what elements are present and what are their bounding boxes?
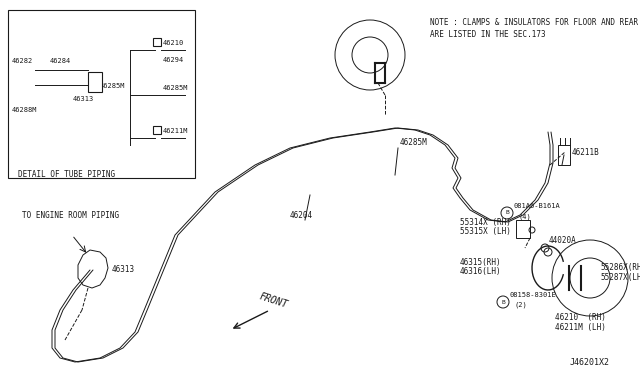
Text: 46210: 46210 xyxy=(163,40,184,46)
Text: 44020A: 44020A xyxy=(549,236,577,245)
Text: 08158-8301E: 08158-8301E xyxy=(510,292,557,298)
Text: 46211B: 46211B xyxy=(572,148,600,157)
Text: 46285M: 46285M xyxy=(400,138,428,147)
Text: ARE LISTED IN THE SEC.173: ARE LISTED IN THE SEC.173 xyxy=(430,30,546,39)
Bar xyxy=(153,126,161,134)
Text: 46288M: 46288M xyxy=(12,107,38,113)
Bar xyxy=(88,72,102,92)
Text: (4): (4) xyxy=(518,213,531,219)
Text: 55315X (LH): 55315X (LH) xyxy=(460,227,511,236)
Text: 081A6-B161A: 081A6-B161A xyxy=(514,203,561,209)
Bar xyxy=(153,38,161,46)
Text: J46201X2: J46201X2 xyxy=(570,358,610,367)
Text: 55314X (RH): 55314X (RH) xyxy=(460,218,511,227)
Text: 55287X(LH): 55287X(LH) xyxy=(600,273,640,282)
Text: NOTE : CLAMPS & INSULATORS FOR FLOOR AND REAR: NOTE : CLAMPS & INSULATORS FOR FLOOR AND… xyxy=(430,18,638,27)
Text: DETAIL OF TUBE PIPING: DETAIL OF TUBE PIPING xyxy=(18,170,115,179)
Text: 46285M: 46285M xyxy=(163,85,189,91)
Text: TO ENGINE ROOM PIPING: TO ENGINE ROOM PIPING xyxy=(22,211,119,220)
Text: 46316(LH): 46316(LH) xyxy=(460,267,502,276)
Text: 46315(RH): 46315(RH) xyxy=(460,258,502,267)
Text: 46282: 46282 xyxy=(12,58,33,64)
Bar xyxy=(8,10,195,178)
Text: 46211M: 46211M xyxy=(163,128,189,134)
Text: 46211M (LH): 46211M (LH) xyxy=(555,323,606,332)
Text: 46210  (RH): 46210 (RH) xyxy=(555,313,606,322)
Text: 46313: 46313 xyxy=(73,96,94,102)
Text: (2): (2) xyxy=(514,302,527,308)
Text: 46285M: 46285M xyxy=(100,83,125,89)
Text: 46204: 46204 xyxy=(290,211,313,220)
Text: 46294: 46294 xyxy=(163,57,184,63)
Text: 46284: 46284 xyxy=(50,58,71,64)
Text: 55286X(RH): 55286X(RH) xyxy=(600,263,640,272)
Text: 46313: 46313 xyxy=(112,265,135,274)
Text: B: B xyxy=(505,211,509,215)
Text: FRONT: FRONT xyxy=(258,291,289,310)
Text: B: B xyxy=(501,299,505,305)
